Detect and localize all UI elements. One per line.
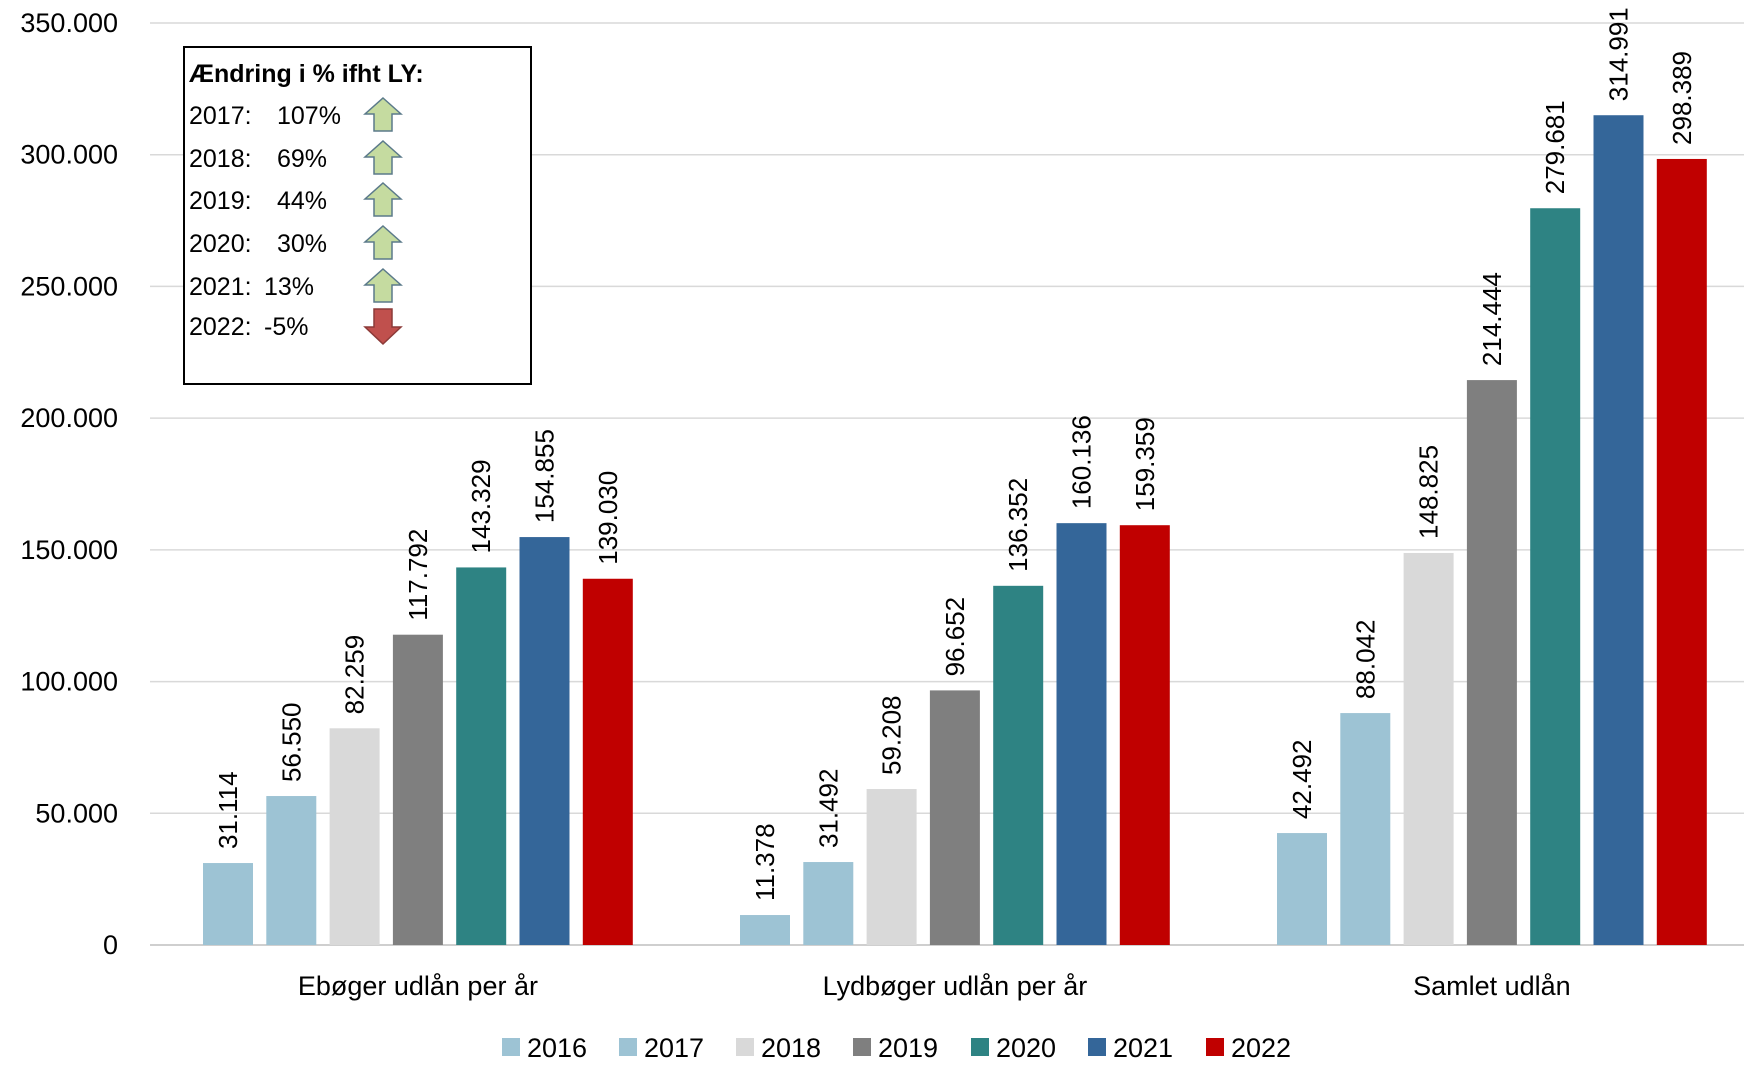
bar (582, 578, 633, 945)
data-label: 31.492 (813, 769, 843, 849)
data-label: 159.359 (1130, 417, 1160, 511)
legend-swatch (1088, 1038, 1106, 1056)
legend: 2016 2017 2018 2019 2020 2021 2022 (502, 1033, 1291, 1063)
legend-swatch (736, 1038, 754, 1056)
legend-label: 2016 (527, 1033, 587, 1060)
annotation-box-frame (183, 46, 532, 385)
data-label: 117.792 (403, 529, 433, 621)
data-label: 88.042 (1350, 620, 1380, 700)
data-label: 154.855 (530, 429, 560, 523)
down-arrow-icon (363, 308, 403, 346)
data-label: 11.378 (750, 823, 780, 901)
legend-label: 2022 (1231, 1033, 1291, 1060)
annotation-title: Ændring i % ifht LY: (189, 60, 424, 88)
legend-swatch (619, 1038, 637, 1056)
bar (1340, 713, 1391, 945)
annotation-year: 2018: (189, 145, 252, 173)
bar (1656, 158, 1707, 945)
bar (392, 634, 443, 945)
legend-swatch (853, 1038, 871, 1056)
data-label: 56.550 (276, 702, 306, 782)
data-label: 148.825 (1414, 445, 1444, 539)
data-label: 314.991 (1604, 7, 1634, 101)
up-arrow-icon (363, 267, 403, 303)
annotation-year: 2021: (189, 273, 252, 301)
bar (993, 585, 1044, 945)
annotation-value: 30% (277, 230, 327, 258)
legend-swatch (971, 1038, 989, 1056)
legend-swatch (502, 1038, 520, 1056)
data-label: 160.136 (1067, 415, 1097, 509)
data-label: 42.492 (1287, 740, 1317, 820)
category-label: Lydbøger udlån per år (823, 971, 1088, 1001)
y-tick-label: 0 (103, 930, 118, 960)
data-label: 139.030 (593, 471, 623, 565)
y-tick-label: 50.000 (35, 798, 118, 828)
legend-swatch (1206, 1038, 1224, 1056)
bars (203, 115, 1707, 946)
y-tick-label: 100.000 (20, 667, 118, 697)
bar (329, 728, 380, 945)
y-tick-label: 250.000 (20, 271, 118, 301)
bar (1403, 552, 1454, 945)
data-label: 59.208 (877, 695, 907, 775)
category-label: Ebøger udlån per år (298, 971, 538, 1001)
y-tick-label: 350.000 (20, 8, 118, 38)
data-labels: 31.114 56.550 82.259 117.792 143.329 154.855 1… (213, 7, 1697, 901)
y-tick-label: 300.000 (20, 140, 118, 170)
annotation-year: 2019: (189, 187, 252, 215)
data-label: 136.352 (1003, 478, 1033, 572)
x-axis-categories: Ebøger udlån per år Lydbøger udlån per år… (298, 971, 1571, 1001)
data-label: 96.652 (940, 597, 970, 677)
bar (740, 915, 790, 945)
bar (929, 690, 980, 945)
change-annotation-box: Ændring i % ifht LY: 2017: 107% 2018: 69% 201… (183, 46, 532, 385)
up-arrow-icon (363, 224, 403, 260)
bar (1593, 115, 1644, 946)
annotation-value: -5% (264, 313, 308, 341)
data-label: 82.259 (340, 635, 370, 715)
bar (866, 789, 917, 945)
bar (266, 796, 317, 945)
bar (1119, 525, 1170, 945)
legend-label: 2021 (1113, 1033, 1173, 1060)
data-label: 31.114 (213, 771, 243, 849)
bar (519, 537, 570, 945)
annotation-value: 13% (264, 273, 314, 301)
y-tick-label: 150.000 (20, 535, 118, 565)
annotation-value: 44% (277, 187, 327, 215)
up-arrow-icon (363, 96, 403, 132)
annotation-value: 69% (277, 145, 327, 173)
up-arrow-icon (363, 181, 403, 217)
up-arrow-icon (363, 139, 403, 175)
legend-label: 2020 (996, 1033, 1056, 1060)
bar (203, 863, 253, 945)
bar (803, 862, 854, 945)
data-label: 279.681 (1540, 100, 1570, 194)
bar (1530, 208, 1581, 945)
annotation-value: 107% (277, 102, 341, 130)
data-label: 214.444 (1477, 272, 1507, 366)
annotation-year: 2020: (189, 230, 252, 258)
bar (1277, 833, 1327, 945)
bar (456, 567, 507, 945)
bar (1056, 523, 1107, 945)
y-axis-ticks: 0 50.000 100.000 150.000 200.000 250.000 300.0… (20, 8, 118, 960)
legend-label: 2018 (761, 1033, 821, 1060)
annotation-year: 2022: (189, 313, 252, 341)
y-tick-label: 200.000 (20, 403, 118, 433)
category-label: Samlet udlån (1413, 971, 1571, 1001)
annotation-year: 2017: (189, 102, 252, 130)
data-label: 143.329 (466, 459, 496, 553)
bar (1466, 380, 1517, 945)
legend-label: 2017 (644, 1033, 704, 1060)
data-label: 298.389 (1667, 51, 1697, 145)
legend-label: 2019 (878, 1033, 938, 1060)
